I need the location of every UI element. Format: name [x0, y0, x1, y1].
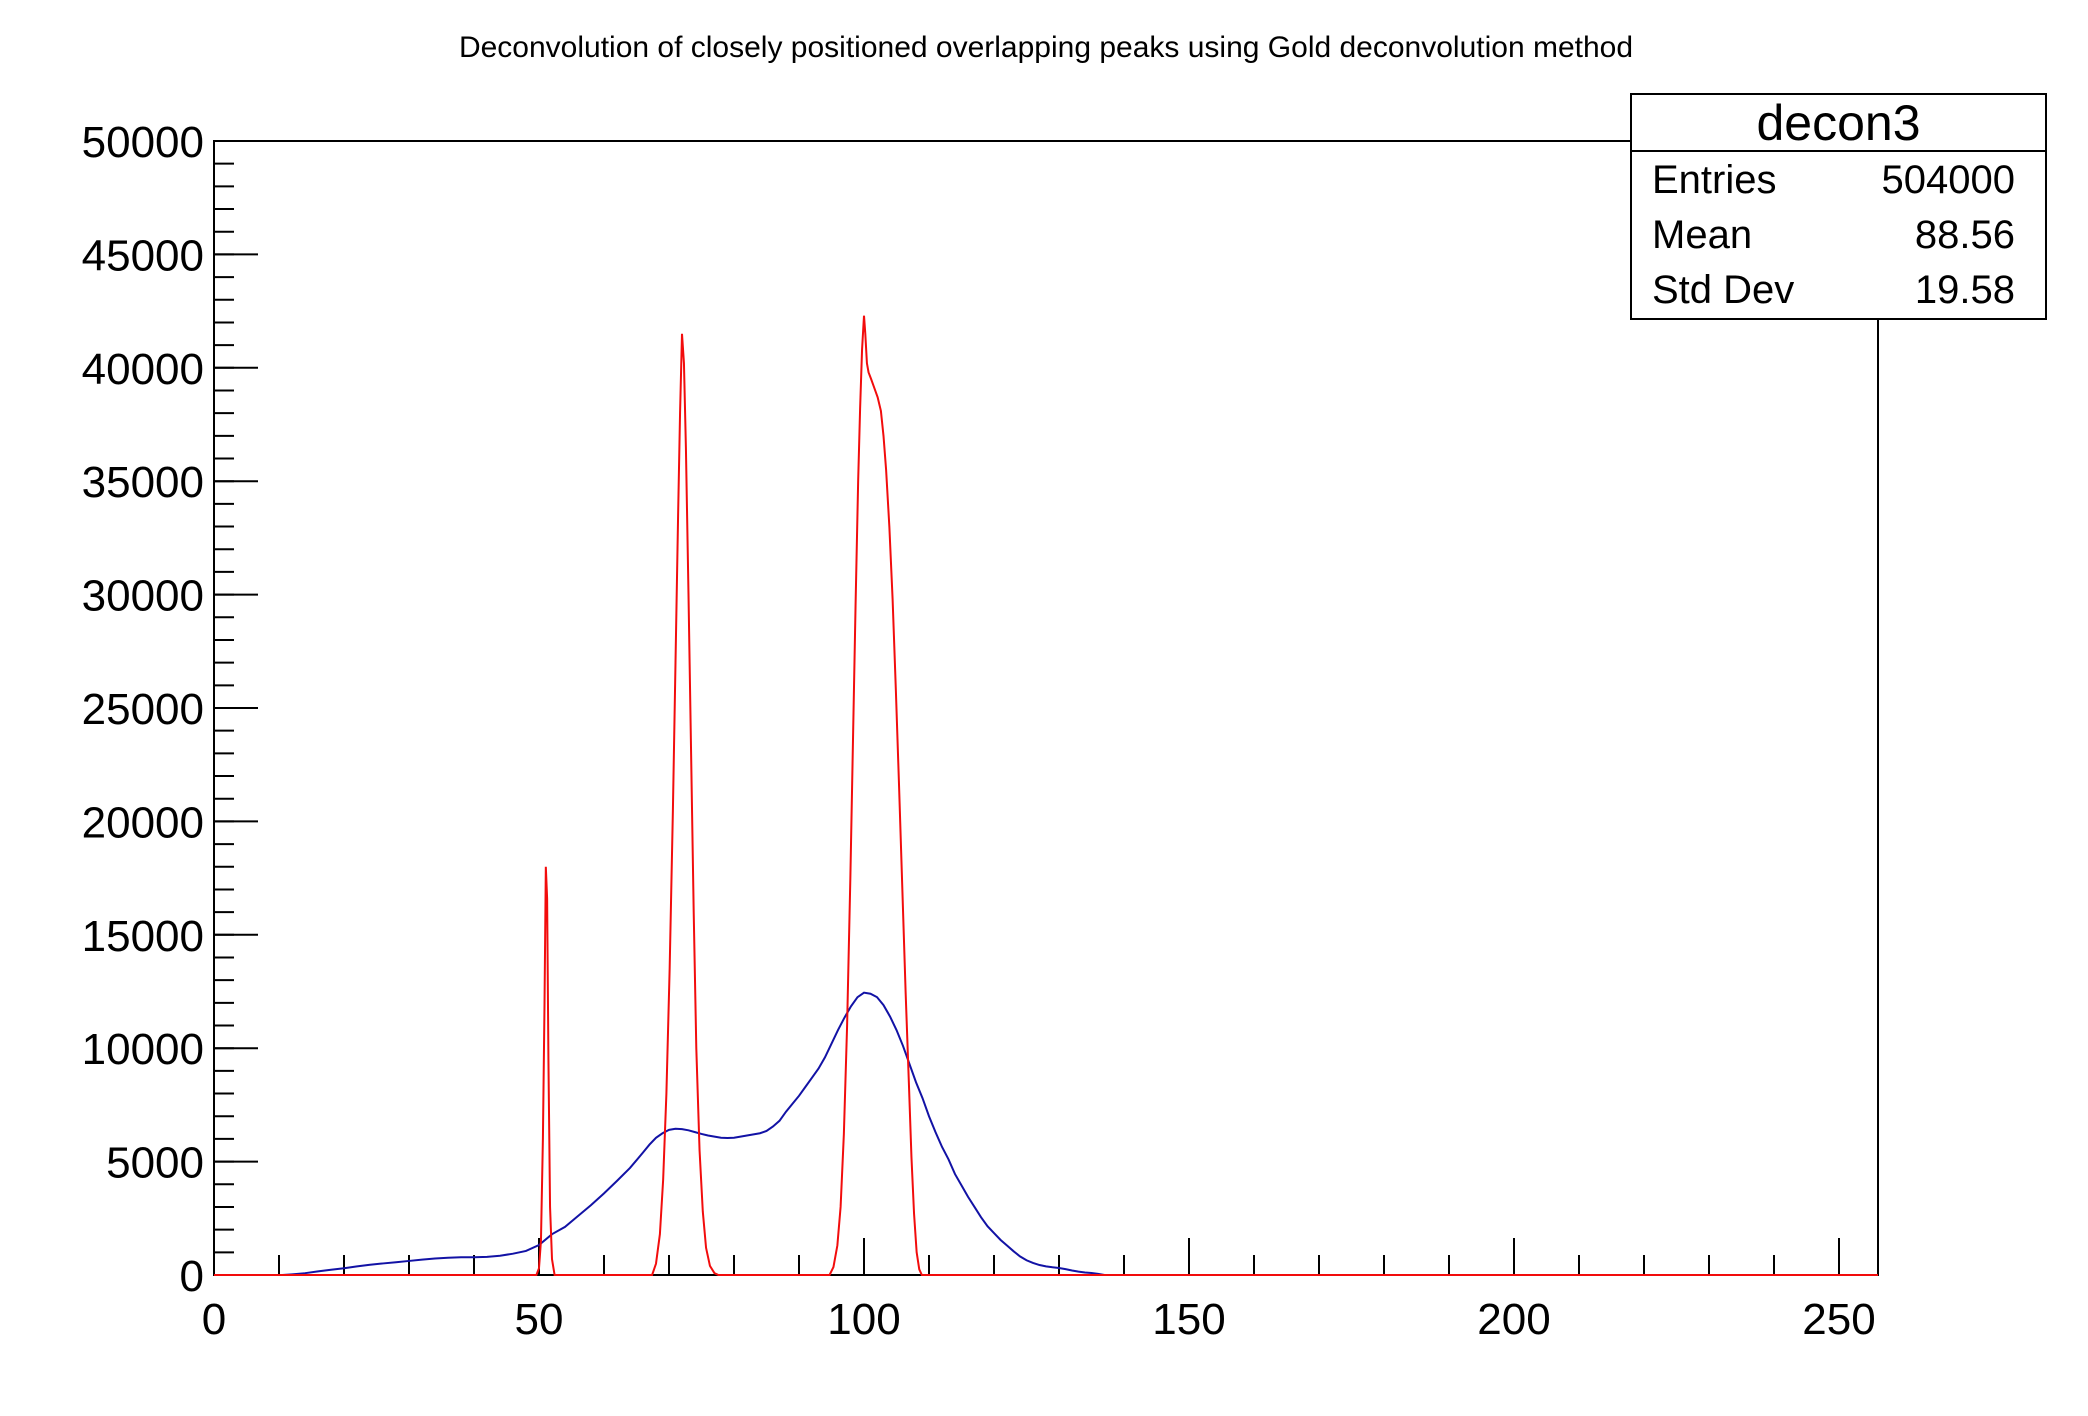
y-axis-tick-label: 35000 [82, 458, 204, 507]
stats-label: Std Dev [1652, 268, 1795, 313]
x-axis-tick-label: 150 [1152, 1295, 1225, 1344]
x-axis-tick-label: 50 [515, 1295, 564, 1344]
stats-label: Entries [1652, 157, 1777, 202]
stats-value: 19.58 [1914, 268, 2015, 313]
y-axis-tick-label: 5000 [106, 1139, 204, 1188]
axis-ticks [213, 140, 1840, 1276]
stats-box-rows: Entries 504000 Mean 88.56 Std Dev 19.58 [1632, 152, 2045, 318]
y-axis-tick-label: 40000 [82, 345, 204, 394]
axis-labels: 0 50 100 150 200 250 0 5000 10000 15000 20000 25000… [82, 118, 1876, 1344]
x-axis-tick-label: 0 [202, 1295, 226, 1344]
stats-value: 504000 [1881, 157, 2015, 202]
y-axis-tick-label: 45000 [82, 231, 204, 280]
stats-box: decon3 Entries 504000 Mean 88.56 Std Dev… [1630, 93, 2047, 320]
plot-frame [213, 140, 1879, 1276]
x-axis-tick-label: 250 [1802, 1295, 1875, 1344]
y-axis-tick-label: 10000 [82, 1025, 204, 1074]
y-axis-tick-label: 15000 [82, 912, 204, 961]
deconvoluted-spectrum-line [214, 315, 1878, 1276]
stats-value: 88.56 [1914, 212, 2015, 257]
y-axis-tick-label: 30000 [82, 572, 204, 621]
y-axis-tick-label: 20000 [82, 798, 204, 847]
original-spectrum-line [282, 991, 1105, 1276]
plot-title: Deconvolution of closely positioned over… [458, 31, 1634, 64]
x-axis-tick-label: 200 [1477, 1295, 1550, 1344]
x-axis-tick-label: 100 [827, 1295, 900, 1344]
y-axis-tick-label: 0 [180, 1252, 204, 1301]
stats-label: Mean [1652, 212, 1753, 257]
stats-row-entries: Entries 504000 [1652, 160, 2015, 200]
y-axis-tick-label: 50000 [82, 118, 204, 167]
stats-row-mean: Mean 88.56 [1652, 215, 2015, 255]
y-axis-tick-label: 25000 [82, 685, 204, 734]
stats-box-title: decon3 [1632, 95, 2045, 152]
stats-row-stddev: Std Dev 19.58 [1652, 270, 2015, 310]
